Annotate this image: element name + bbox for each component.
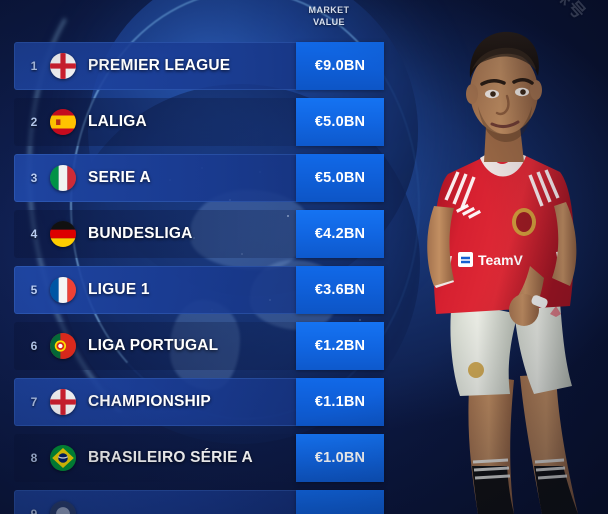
market-value-cell: €5.0BN: [296, 98, 384, 146]
brazil-flag-icon: [50, 445, 76, 471]
league-row-9[interactable]: 9: [14, 490, 384, 514]
league-row-2[interactable]: 2 LALIGA €5.0BN: [14, 98, 384, 146]
league-name: SERIE A: [88, 169, 151, 186]
market-value-header: MARKET VALUE: [296, 4, 362, 28]
league-ranking-list: MARKET VALUE 1 PREMIER LEAGUE €9.0BN 2 LALIG…: [14, 4, 384, 514]
svg-text:TeamV: TeamV: [478, 252, 524, 268]
england-flag-icon: [50, 53, 76, 79]
market-value-cell: [296, 490, 384, 514]
league-row-5[interactable]: 5 LIGUE 1 €3.6BN: [14, 266, 384, 314]
rank-number: 1: [30, 59, 38, 73]
spain-flag-icon: [50, 109, 76, 135]
league-name: PREMIER LEAGUE: [88, 57, 231, 74]
player-photo: TeamV: [380, 0, 608, 514]
rank-number: 3: [30, 171, 38, 185]
portugal-flag-icon: [50, 333, 76, 359]
rank-number: 2: [30, 115, 38, 129]
league-row-7[interactable]: 7 CHAMPIONSHIP €1.1BN: [14, 378, 384, 426]
league-name: LIGUE 1: [88, 281, 150, 298]
germany-flag-icon: [50, 221, 76, 247]
italy-flag-icon: [50, 165, 76, 191]
market-value-cell: €9.0BN: [296, 42, 384, 90]
league-name: BRASILEIRO SÉRIE A: [88, 449, 253, 466]
market-value-cell: €1.1BN: [296, 378, 384, 426]
market-value-header-line1: MARKET: [308, 5, 350, 15]
rank-number: 5: [30, 283, 38, 297]
rank-number: 9: [30, 507, 38, 514]
league-row-1[interactable]: 1 PREMIER LEAGUE €9.0BN: [14, 42, 384, 90]
market-value-cell: €1.0BN: [296, 434, 384, 482]
rank-number: 8: [30, 451, 38, 465]
league-row-3[interactable]: 3 SERIE A €5.0BN: [14, 154, 384, 202]
france-flag-icon: [50, 277, 76, 303]
ronaldo-illustration: TeamV: [427, 31, 578, 514]
market-value-cell: €1.2BN: [296, 322, 384, 370]
market-value-header-line2: VALUE: [313, 17, 345, 27]
league-row-4[interactable]: 4 BUNDESLIGA €4.2BN: [14, 210, 384, 258]
league-row-8[interactable]: 8 BRASILEIRO SÉRIE A €1.0BN: [14, 434, 384, 482]
league-name: LALIGA: [88, 113, 147, 130]
market-value-cell: €4.2BN: [296, 210, 384, 258]
league-name: CHAMPIONSHIP: [88, 393, 211, 410]
rank-number: 7: [30, 395, 38, 409]
league-row-6[interactable]: 6 LIGA PORTUGAL €1.2BN: [14, 322, 384, 370]
league-name: BUNDESLIGA: [88, 225, 193, 242]
market-value-cell: €3.6BN: [296, 266, 384, 314]
league-name: LIGA PORTUGAL: [88, 337, 219, 354]
rank-number: 4: [30, 227, 38, 241]
market-value-cell: €5.0BN: [296, 154, 384, 202]
england-flag-icon: [50, 389, 76, 415]
rank-number: 6: [30, 339, 38, 353]
